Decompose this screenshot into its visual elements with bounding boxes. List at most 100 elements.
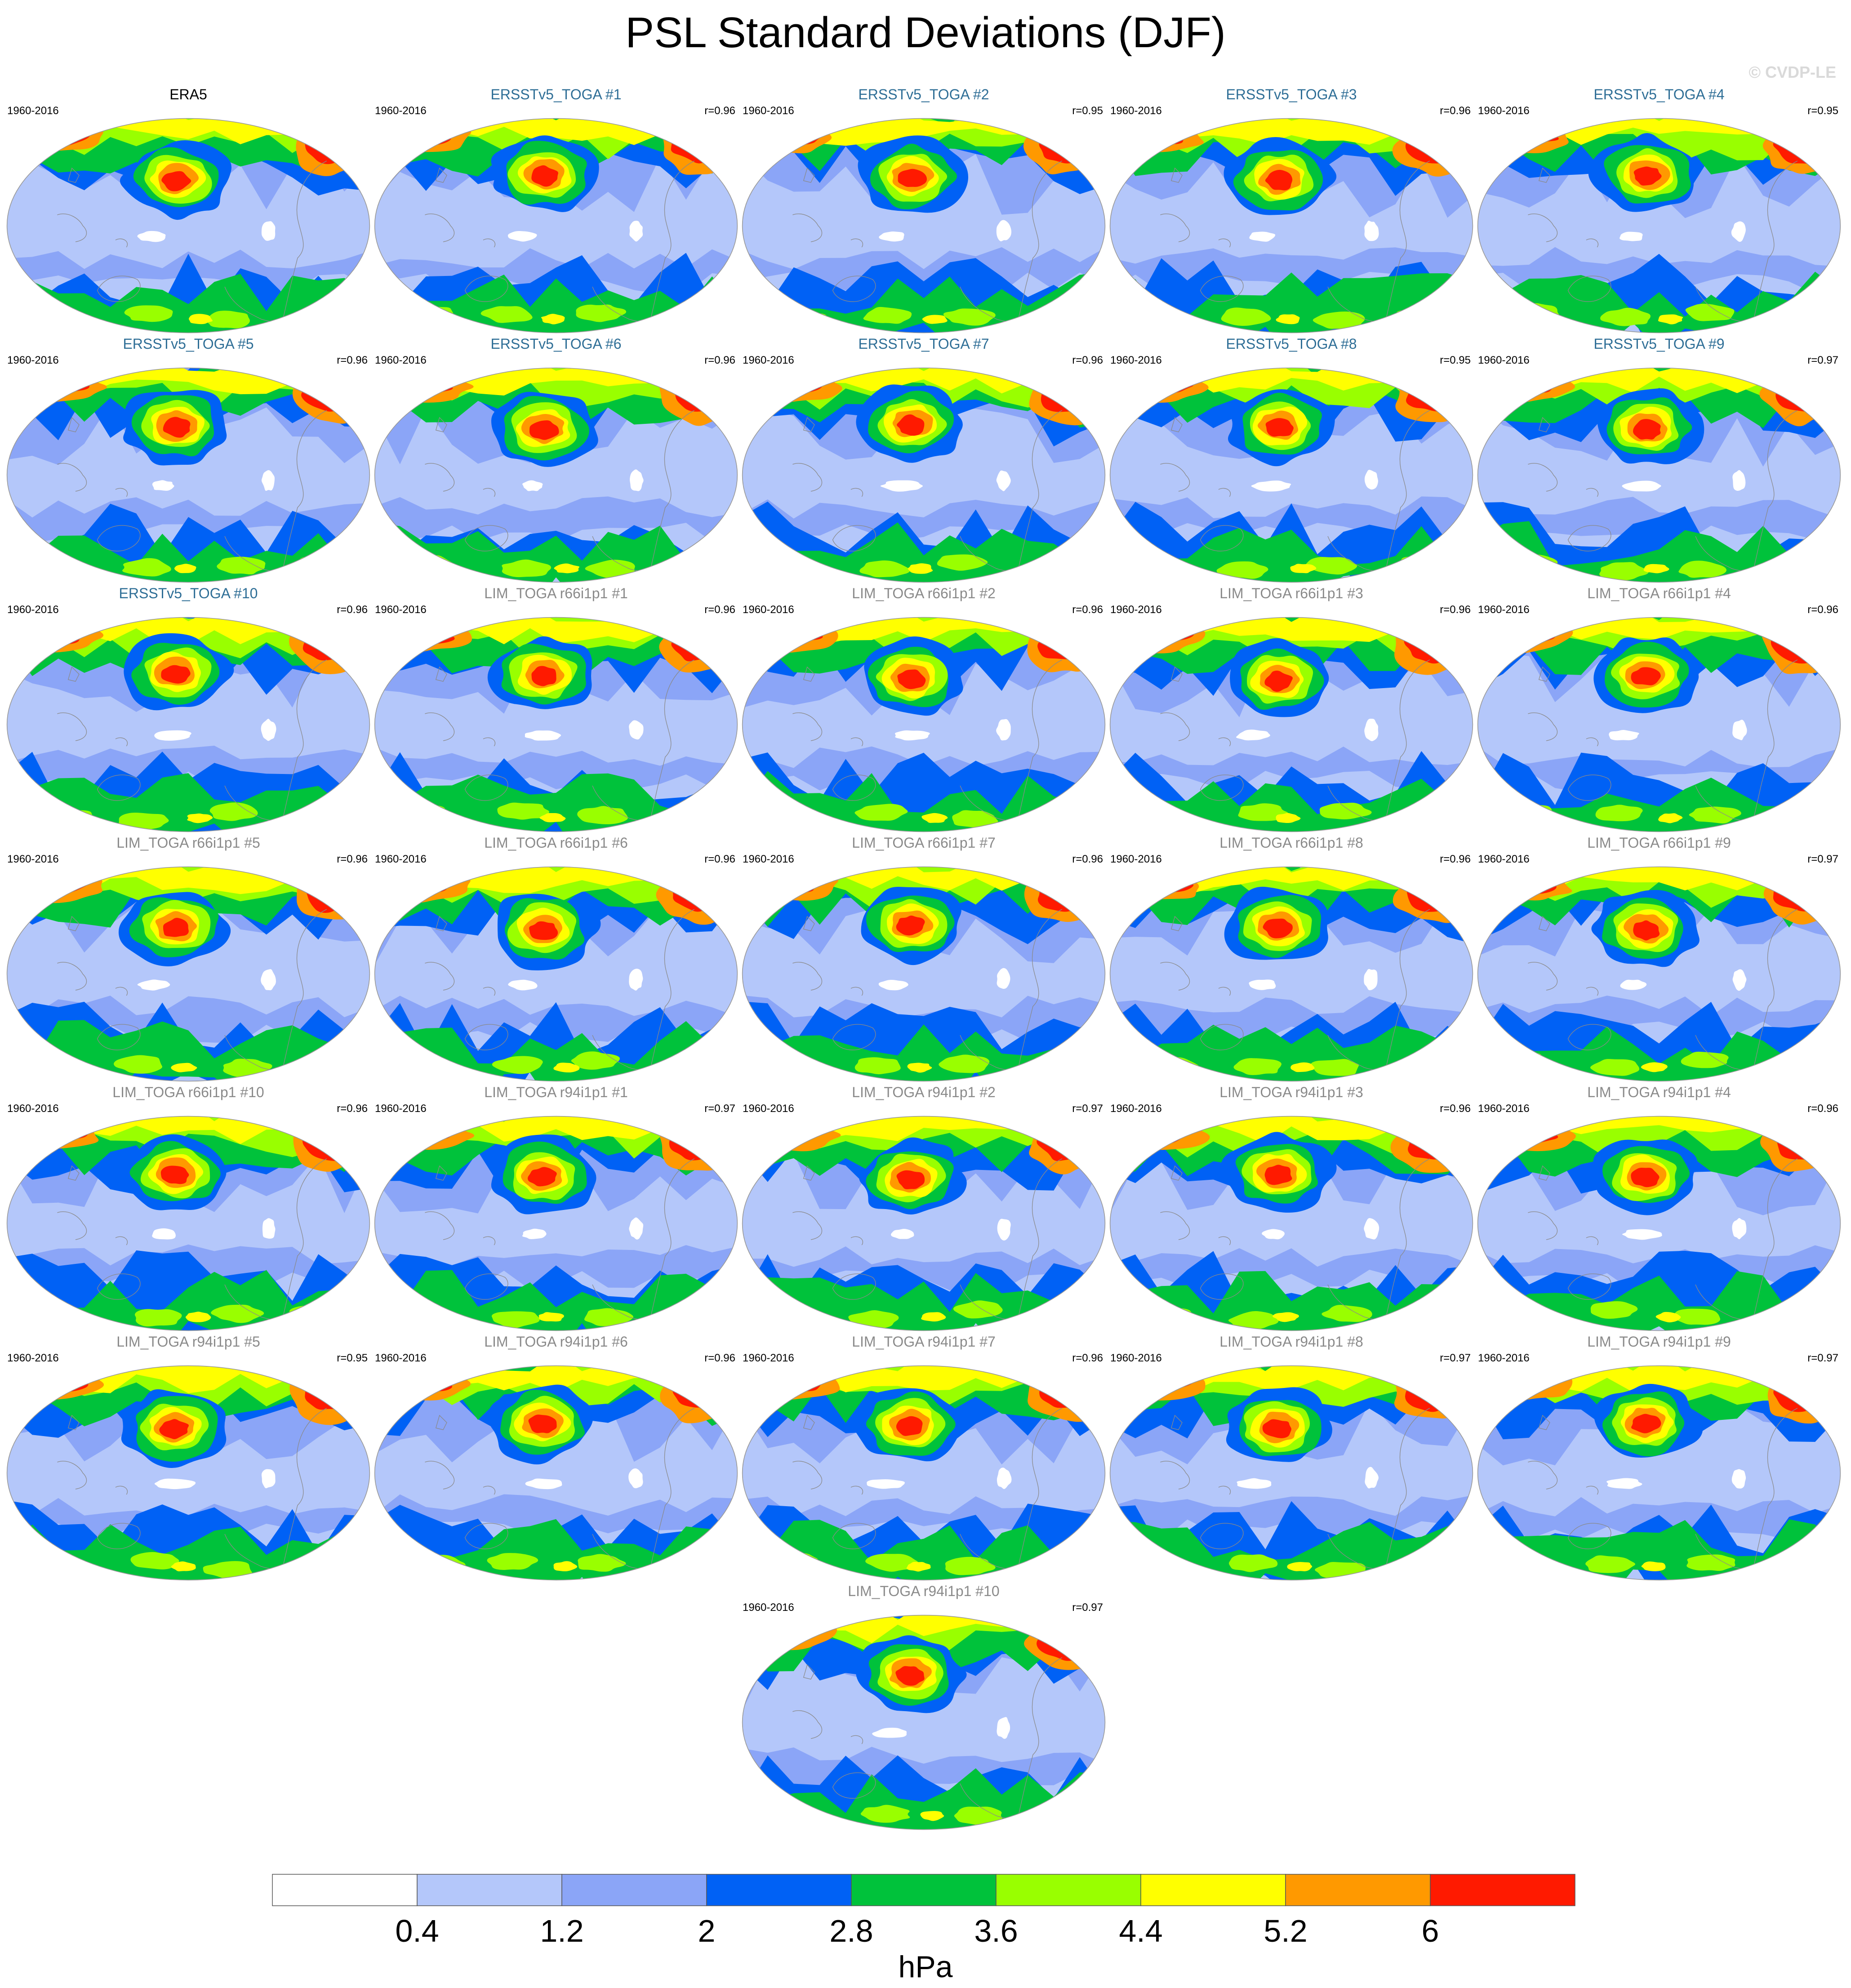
map-border <box>742 118 1106 334</box>
continent-outline-3 <box>792 213 823 242</box>
map-panel: LIM_TOGA r66i1p1 #9 1960-2016 r=0.97 <box>1474 834 1844 1083</box>
nh-band-level-6 <box>742 368 1105 394</box>
continent-outline-2 <box>832 774 876 801</box>
tropical-minimum <box>1249 231 1276 242</box>
aleutian-level-8 <box>159 1419 189 1439</box>
sh-blob-level-5-0 <box>1135 307 1183 325</box>
sh-blob-level-6 <box>171 1561 196 1571</box>
sh-blob-level-6 <box>174 564 196 574</box>
panel-correlation: r=0.96 <box>1440 1103 1471 1115</box>
continent-outline-4 <box>803 666 815 682</box>
tropical-minimum <box>137 979 170 991</box>
nh-lobe-core-0 <box>1115 875 1194 894</box>
tropical-minimum-east <box>629 221 643 242</box>
continent-outline-2 <box>97 1273 141 1300</box>
continent-outline-0 <box>1753 1158 1798 1317</box>
colorbar-tick-label: 4.4 <box>1119 1913 1162 1948</box>
aleutian-level-8 <box>1633 920 1660 941</box>
psl-stddev-map <box>374 118 738 334</box>
panel-years: 1960-2016 <box>375 1352 427 1364</box>
colorbar-box <box>272 1874 418 1906</box>
sh-blob-level-5-3 <box>1023 561 1070 580</box>
psl-stddev-map <box>1109 866 1473 1082</box>
nh-lobe-outer-0 <box>742 622 838 653</box>
psl-stddev-map <box>742 118 1106 334</box>
psl-stddev-map <box>742 866 1106 1082</box>
map-panel: LIM_TOGA r94i1p1 #2 1960-2016 r=0.97 <box>739 1083 1108 1333</box>
sh-blob-level-5-0 <box>775 812 825 829</box>
continent-outline-5 <box>1218 1236 1231 1245</box>
sh-blob-level-5-1 <box>491 1311 540 1328</box>
sh-blob-level-6 <box>188 314 213 325</box>
tropical-minimum <box>879 231 904 242</box>
continent-outline-2 <box>1200 774 1244 801</box>
colorbar-box <box>1430 1874 1575 1906</box>
nh-lobe-core-0 <box>380 625 455 646</box>
sh-blob-level-5-0 <box>770 1311 818 1330</box>
psl-stddev-map <box>742 1116 1106 1331</box>
continent-outline-0 <box>282 410 327 569</box>
panel-title: LIM_TOGA r66i1p1 #5 <box>116 835 260 851</box>
map-panel: ERSSTv5_TOGA #9 1960-2016 r=0.97 <box>1474 335 1844 584</box>
tropical-minimum-east <box>997 968 1010 989</box>
aleutian-level-8 <box>896 1170 925 1189</box>
continent-outline-2 <box>832 276 876 302</box>
tropical-minimum <box>1249 979 1276 990</box>
panel-correlation: r=0.97 <box>1072 1601 1103 1614</box>
map-panel: ERSSTv5_TOGA #7 1960-2016 r=0.96 <box>739 335 1108 584</box>
nh-band-level-6 <box>374 617 738 645</box>
tropical-minimum-east <box>1365 1467 1379 1489</box>
continent-outline-3 <box>792 1710 823 1739</box>
continent-outline-3 <box>1160 1211 1190 1240</box>
sh-blob-level-5-1 <box>859 560 910 578</box>
continent-outline-4 <box>435 666 447 682</box>
map-border <box>6 1116 370 1331</box>
psl-stddev-map <box>1477 1116 1841 1331</box>
aleutian-level-8 <box>161 171 191 191</box>
aleutian-level-8 <box>897 414 925 436</box>
sh-blob-level-6 <box>1273 1312 1299 1322</box>
map-panel: LIM_TOGA r66i1p1 #5 1960-2016 r=0.96 <box>4 834 373 1083</box>
aleutian-level-8 <box>163 417 191 438</box>
sh-band-level-2 <box>742 499 1105 543</box>
continent-outline-0 <box>282 160 327 320</box>
panel-correlation: r=0.96 <box>1440 604 1471 616</box>
panel-title: LIM_TOGA r94i1p1 #3 <box>1219 1084 1363 1100</box>
tropical-minimum <box>154 730 191 741</box>
continent-outline-5 <box>483 1236 495 1245</box>
psl-stddev-map <box>1477 367 1841 583</box>
continent-outline-2 <box>832 1273 876 1300</box>
sh-blob-level-5-0 <box>1143 1558 1193 1575</box>
tropical-minimum-east <box>629 969 643 991</box>
map-border <box>6 617 370 832</box>
continent-outline-0 <box>1385 1408 1430 1567</box>
aleutian-level-8 <box>531 165 558 187</box>
sh-blob-level-5-1 <box>1599 562 1649 581</box>
tropical-minimum-east <box>1732 969 1747 991</box>
sh-blob-level-5-3 <box>1390 309 1442 327</box>
aleutian-level-8 <box>160 1165 189 1184</box>
sh-blob-level-5-3 <box>1767 1554 1815 1572</box>
nh-lobe-outer-0 <box>1477 1369 1573 1401</box>
nh-lobe-core-0 <box>1480 874 1557 895</box>
continent-outline-0 <box>1018 1657 1063 1816</box>
continent-outline-2 <box>97 1024 141 1050</box>
aleutian-level-8 <box>163 918 189 937</box>
tropical-minimum-east <box>261 470 275 491</box>
tropical-minimum <box>1620 979 1647 990</box>
sh-blob-level-5-0 <box>1133 557 1182 574</box>
tropical-minimum <box>1620 231 1643 241</box>
sh-band-level-2 <box>742 247 1105 294</box>
continent-outline-0 <box>1385 659 1430 818</box>
continent-outline-3 <box>1160 1461 1190 1490</box>
colorbar-tick-label: 2.8 <box>829 1913 873 1948</box>
tropical-minimum <box>522 480 543 491</box>
panel-title: LIM_TOGA r66i1p1 #7 <box>852 835 996 851</box>
sh-blob-level-5-0 <box>398 1055 449 1072</box>
tropical-minimum-east <box>1364 220 1379 241</box>
continent-outline-5 <box>1586 1485 1598 1495</box>
nh-lobe-outer-0 <box>742 870 839 901</box>
continent-outline-5 <box>850 488 863 497</box>
continent-outline-3 <box>1528 962 1558 991</box>
sh-blob-level-5-1 <box>124 305 173 322</box>
